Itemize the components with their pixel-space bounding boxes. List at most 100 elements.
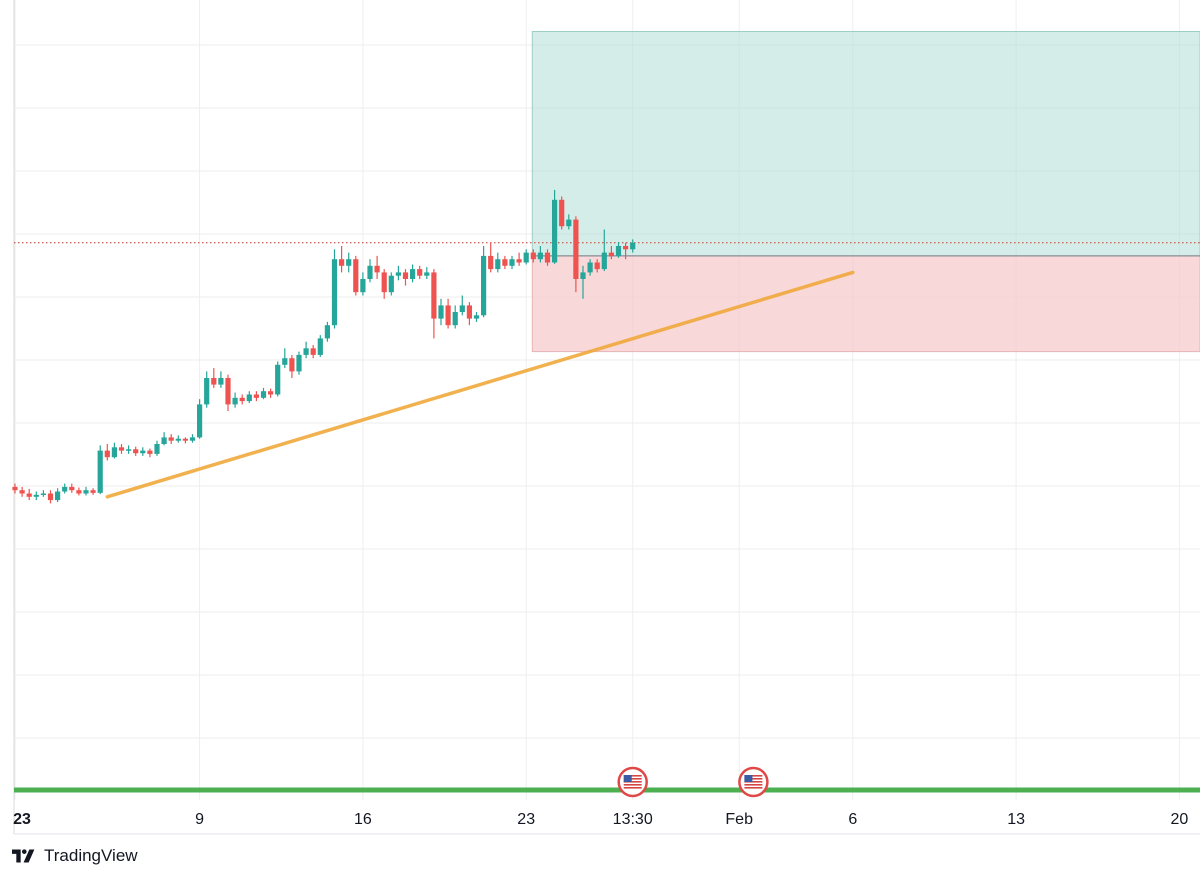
candle-down: [225, 374, 231, 411]
support-trendline: [105, 270, 855, 499]
candle-up: [552, 189, 558, 264]
candle-body: [388, 275, 394, 293]
us-flag-event-icon: [738, 766, 769, 798]
candle-up: [317, 335, 323, 357]
flag-stripe: [623, 784, 642, 786]
candle-down: [104, 444, 110, 461]
candle-down: [445, 298, 451, 329]
candle-body: [402, 272, 409, 279]
candle-body: [147, 450, 153, 454]
candle-up: [303, 341, 309, 359]
candle-body: [40, 493, 46, 495]
candle-up: [218, 371, 224, 388]
x-tick-label: 16: [354, 811, 372, 828]
candle-body: [395, 272, 401, 276]
candle-body: [168, 437, 174, 441]
x-tick-label: 23: [13, 811, 31, 828]
candle-body: [424, 272, 430, 276]
candle-body: [76, 490, 82, 494]
time-axis[interactable]: 23 9 16 23 13:30 Feb 6 13 20: [13, 811, 1200, 835]
candle-body: [189, 437, 196, 441]
candle-body: [566, 219, 572, 227]
candle-down: [90, 488, 96, 495]
flag-canton: [744, 775, 753, 782]
candle-body: [310, 348, 316, 355]
candle-body: [509, 259, 515, 266]
candle-body: [587, 262, 593, 273]
candle-body: [608, 252, 614, 256]
candle-up: [410, 264, 416, 283]
candle-body: [111, 447, 117, 458]
candle-up: [601, 229, 607, 272]
candle-body: [410, 269, 416, 279]
candle-up: [509, 255, 515, 270]
candle-body: [495, 259, 501, 270]
candle-body: [69, 486, 75, 491]
brand-name: TradingView: [44, 846, 138, 865]
candle-down: [374, 255, 380, 279]
candle-down: [353, 255, 359, 296]
candle-down: [253, 391, 259, 402]
candle-up: [83, 486, 89, 496]
candle-up: [395, 265, 401, 281]
candle-down: [417, 265, 423, 279]
candle-body: [303, 348, 309, 355]
candle-body: [296, 354, 302, 372]
candles: [12, 189, 636, 504]
candle-body: [104, 450, 110, 458]
candle-body: [126, 449, 132, 451]
candle-up: [97, 445, 103, 495]
tradingview-brand[interactable]: TradingView: [12, 846, 138, 866]
candle-down: [502, 255, 508, 270]
flag-stripe: [623, 781, 642, 783]
candle-body: [232, 397, 238, 405]
candle-body: [367, 265, 373, 279]
candle-up: [189, 434, 196, 443]
candle-up: [324, 321, 330, 342]
flag-stripe: [744, 778, 763, 780]
candle-body: [573, 219, 579, 279]
candle-body: [289, 358, 295, 372]
candle-down: [488, 242, 494, 273]
candle-body: [466, 305, 472, 319]
candle-down: [310, 345, 316, 359]
candle-body: [246, 394, 252, 402]
candle-up: [197, 399, 203, 439]
candle-up: [111, 442, 117, 459]
candle-up: [388, 272, 394, 296]
trendline-layer[interactable]: [105, 270, 855, 499]
x-tick-label: 23: [517, 811, 535, 828]
candle-down: [147, 448, 153, 458]
candle-body: [502, 259, 508, 266]
candle-down: [623, 242, 629, 260]
candle-down: [118, 444, 125, 454]
candle-body: [353, 259, 359, 293]
candle-down: [26, 488, 32, 501]
candle-body: [225, 378, 231, 405]
candle-up: [175, 435, 181, 443]
economic-events[interactable]: [617, 766, 769, 798]
candle-body: [417, 269, 423, 276]
candle-body: [516, 259, 522, 263]
candle-body: [552, 199, 558, 263]
candle-down: [608, 246, 614, 260]
candle-body: [97, 450, 103, 493]
candle-up: [62, 483, 68, 494]
candle-body: [55, 491, 61, 501]
candle-body: [47, 493, 54, 501]
candle-down: [168, 434, 174, 444]
candle-down: [47, 490, 54, 504]
candle-body: [175, 438, 181, 441]
position-zones[interactable]: [531, 31, 1200, 353]
candle-body: [118, 447, 125, 451]
candle-body: [33, 494, 39, 497]
candle-up: [452, 305, 458, 329]
candle-body: [83, 490, 89, 494]
candle-down: [239, 394, 245, 405]
candle-down: [12, 483, 18, 494]
x-tick-label: 6: [848, 811, 857, 828]
candle-body: [431, 272, 437, 319]
candle-body: [523, 252, 529, 263]
